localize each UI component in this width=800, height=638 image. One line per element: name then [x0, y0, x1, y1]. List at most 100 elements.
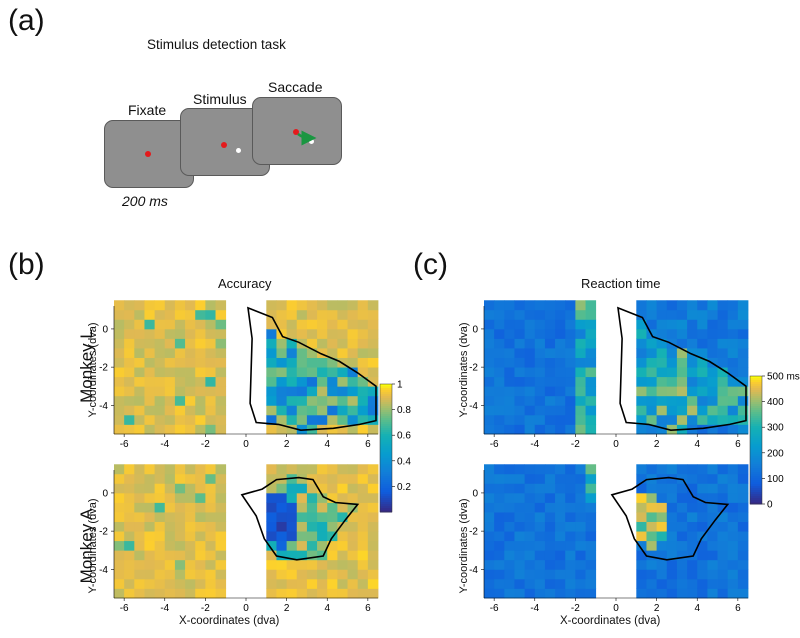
colorbar-tick-label: 500 ms	[767, 372, 800, 383]
heatmap-cell	[205, 512, 216, 522]
colorbar-band	[750, 490, 762, 493]
heatmap-cell	[347, 483, 359, 494]
heatmap-cell	[636, 319, 647, 330]
heatmap-cell	[306, 367, 318, 378]
heatmap-cell	[565, 319, 576, 330]
heatmap-cell	[524, 424, 536, 435]
heatmap-cell	[737, 578, 749, 589]
heatmap-cell	[367, 512, 379, 522]
heatmap-cell	[697, 521, 708, 532]
heatmap-cell	[697, 414, 708, 425]
heatmap-cell	[646, 531, 658, 542]
heatmap-cell	[484, 376, 495, 387]
heatmap-cell	[154, 550, 166, 561]
heatmap-cell	[544, 464, 556, 475]
heatmap-cell	[687, 386, 698, 397]
heatmap-cell	[296, 348, 308, 358]
y-tick-label: -2	[469, 527, 478, 538]
heatmap-cell	[357, 376, 369, 387]
heatmap-cell	[367, 348, 379, 358]
heatmap-cell	[504, 405, 515, 416]
heatmap-cell	[494, 338, 505, 349]
colorbar-band	[750, 434, 762, 437]
heatmap-cell	[707, 367, 718, 378]
colorbar-band	[750, 468, 762, 471]
heatmap-cell	[266, 376, 277, 387]
heatmap-cell	[154, 531, 166, 542]
heatmap-cell	[144, 367, 156, 378]
heatmap-cell	[134, 464, 145, 475]
heatmap-cell	[164, 348, 176, 358]
heatmap-cell	[676, 348, 688, 358]
heatmap-cell	[514, 588, 526, 599]
panel-b-letter: (b)	[8, 248, 45, 281]
heatmap-cell	[575, 367, 586, 378]
heatmap-cell	[174, 588, 186, 599]
heatmap-cell	[286, 424, 298, 435]
colorbar-band	[380, 478, 392, 481]
heatmap-cell	[717, 559, 729, 570]
heatmap-cell	[357, 328, 369, 339]
heatmap-cell	[337, 386, 348, 397]
heatmap-cell	[154, 588, 166, 599]
heatmap-cell	[687, 502, 698, 513]
heatmap-cell	[266, 588, 277, 599]
reaction-time-heatmap-monkey-a: -6 -4 -2 0 2 4 6 0 -2 -4	[469, 464, 749, 614]
heatmap-cell	[737, 424, 749, 435]
x-tick-label: -2	[201, 603, 210, 614]
colorbar-band	[750, 442, 762, 445]
heatmap-cell	[266, 559, 277, 570]
heatmap-cell	[636, 395, 647, 406]
heatmap-cell	[666, 328, 678, 339]
heatmap-cell	[337, 588, 348, 599]
heatmap-cell	[585, 357, 597, 368]
heatmap-cell	[114, 319, 125, 330]
colorbar-band	[750, 450, 762, 453]
heatmap-cell	[565, 386, 576, 397]
heatmap-cell	[636, 348, 647, 358]
heatmap-cell	[154, 414, 166, 425]
heatmap-cell	[737, 395, 749, 406]
heatmap-cell	[534, 559, 546, 570]
heatmap-cell	[276, 559, 288, 570]
heatmap-cell	[585, 588, 597, 599]
heatmap-cell	[555, 386, 566, 397]
heatmap-cell	[266, 424, 277, 435]
heatmap-cell	[636, 483, 647, 494]
heatmap-cell	[666, 550, 678, 561]
x-tick-label: 2	[654, 603, 660, 614]
heatmap-cell	[666, 357, 678, 368]
heatmap-cell	[367, 521, 379, 532]
heatmap-cell	[727, 578, 739, 589]
heatmap-cell	[504, 559, 515, 570]
heatmap-cell	[717, 588, 729, 599]
heatmap-cell	[737, 492, 749, 503]
heatmap-cell	[327, 357, 338, 368]
colorbar-band	[380, 466, 392, 469]
heatmap-cell	[205, 367, 216, 378]
heatmap-cell	[636, 521, 647, 532]
heatmap-cell	[656, 492, 668, 503]
heatmap-cell	[504, 367, 515, 378]
heatmap-cell	[367, 559, 379, 570]
heatmap-cell	[544, 395, 556, 406]
heatmap-cell	[687, 473, 698, 484]
heatmap-cell	[124, 559, 135, 570]
heatmap-cell	[205, 588, 216, 599]
heatmap-cell	[134, 300, 145, 311]
heatmap-cell	[656, 464, 668, 475]
colorbar-band	[380, 416, 392, 419]
colorbar-band	[750, 420, 762, 423]
heatmap-cell	[514, 348, 526, 358]
heatmap-cell	[707, 328, 718, 339]
heatmap-cell	[687, 338, 698, 349]
heatmap-cell	[286, 540, 298, 551]
heatmap-cell	[154, 328, 166, 339]
heatmap-cell	[514, 559, 526, 570]
heatmap-cell	[327, 473, 338, 484]
heatmap-cell	[565, 300, 576, 311]
heatmap-cell	[646, 521, 658, 532]
heatmap-cell	[205, 578, 216, 589]
heatmap-cell	[164, 405, 176, 416]
heatmap-cell	[144, 492, 156, 503]
